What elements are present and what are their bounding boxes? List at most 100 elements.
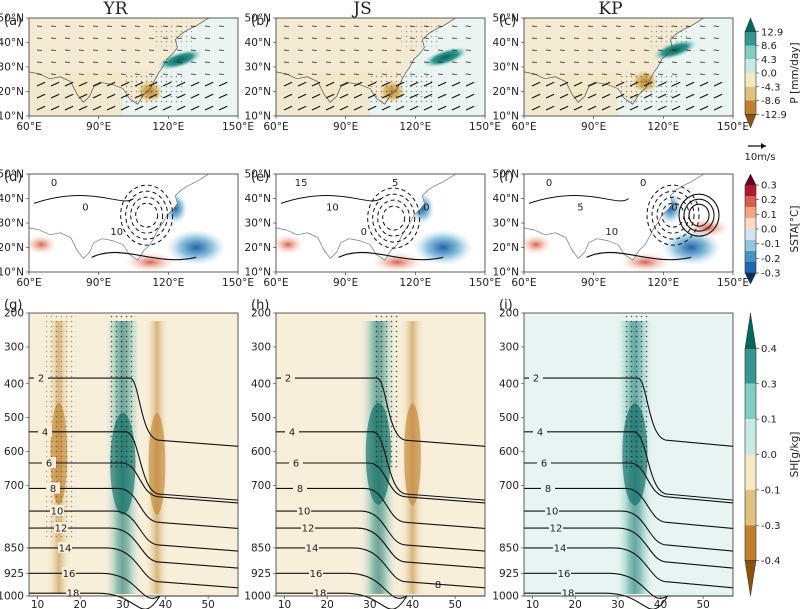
dry-anomaly-core <box>148 412 166 515</box>
contour-label-bg <box>46 482 60 494</box>
lon-tick-label: 60°E <box>263 277 288 289</box>
x-tick-label: 30 <box>611 599 624 609</box>
colorbar-segment <box>745 229 756 240</box>
contour-label: 6 <box>293 458 299 469</box>
contour-label: 10 <box>51 507 64 518</box>
contour-label: 10 <box>110 227 123 238</box>
wind-vector <box>148 105 158 111</box>
lon-tick-label: 60°E <box>511 121 536 133</box>
vector-key-arrowhead <box>761 143 766 149</box>
wind-vector <box>437 81 447 87</box>
x-tick-label: 20 <box>320 599 333 609</box>
pressure-tick-label: 400 <box>4 378 24 390</box>
lat-tick-label: 40°N <box>245 37 271 49</box>
contour-label-bg <box>561 587 575 599</box>
colorbar-tick-label: -0.3 <box>761 269 781 280</box>
contour-label: 16 <box>310 569 323 580</box>
positive-contour <box>678 193 720 237</box>
wind-vector <box>176 81 186 87</box>
wind-vector <box>657 105 667 111</box>
wind-vector <box>671 93 681 99</box>
humidity-contour <box>524 462 734 504</box>
lat-tick-label: 20°N <box>0 86 24 98</box>
pressure-tick-label: 925 <box>251 568 271 580</box>
humidity-contour <box>29 487 239 529</box>
wind-vector <box>573 81 583 87</box>
contour-label: 10 <box>326 202 339 213</box>
contour-label: 0 <box>51 178 57 189</box>
wind-vector <box>120 105 130 111</box>
contour-label: 18 <box>67 589 80 600</box>
wind-vector <box>699 81 709 87</box>
wind-vector <box>134 105 144 111</box>
contour-label: 8 <box>545 484 551 495</box>
x-tick-label: 20 <box>568 599 581 609</box>
vector-key-label: 10m/s <box>744 152 775 163</box>
contour-label-bg <box>529 372 543 384</box>
contour-label: 0 <box>671 202 677 213</box>
positive-contour <box>338 251 444 261</box>
colorbar-segment <box>745 240 756 251</box>
lon-tick-label: 150°E <box>222 121 254 133</box>
significance-stipple <box>374 313 401 469</box>
wind-vector <box>601 81 611 87</box>
wind-vector <box>353 105 363 111</box>
pressure-tick-label: 600 <box>4 446 24 458</box>
wind-vector <box>339 81 349 87</box>
wind-vector <box>50 93 60 99</box>
negative-contour <box>646 184 700 246</box>
contour-label: 6 <box>541 458 547 469</box>
sh-colorbar: 0.4 0.3 0.1 0.0 -0.1 -0.3 -0.4 SH[g/kg] <box>744 312 800 597</box>
colorbar-extend <box>744 173 757 186</box>
colorbar-tick-label: -0.4 <box>761 556 781 567</box>
vector-key: 10m/s <box>744 143 776 163</box>
wind-vector <box>283 93 293 99</box>
lat-tick-label: 30°N <box>0 218 24 230</box>
wind-vector <box>395 81 405 87</box>
lat-tick-label: 50°N <box>245 13 271 25</box>
colorbar-tick-label: -4.3 <box>761 82 781 93</box>
lon-tick-label: 150°E <box>469 121 501 133</box>
wind-vector <box>615 81 625 87</box>
lon-tick-label: 120°E <box>152 121 184 133</box>
wind-vector <box>657 93 667 99</box>
humidity-contour <box>524 431 734 501</box>
contour-label: 10 <box>298 507 311 518</box>
zero-contour <box>33 195 134 204</box>
wind-vector <box>148 81 158 87</box>
negative-contour <box>125 190 169 240</box>
contour-label-bg <box>293 482 307 494</box>
wind-vector <box>148 93 158 99</box>
wind-vector <box>587 81 597 87</box>
humidity-contour <box>29 431 239 501</box>
wind-vector <box>311 81 321 87</box>
contour-label: 0 <box>640 178 646 189</box>
wind-vector <box>643 81 653 87</box>
humidity-contour <box>29 462 239 504</box>
lat-tick-label: 50°N <box>245 169 271 181</box>
panel-label: (f) <box>499 170 514 185</box>
colorbar-segment <box>745 525 756 561</box>
pressure-tick-label: 200 <box>499 308 519 320</box>
coastline <box>523 17 704 105</box>
warm-ssta <box>520 234 552 255</box>
colorbar-segment <box>745 86 756 101</box>
negative-contour <box>130 196 164 234</box>
colorbar-segment <box>745 454 756 490</box>
pressure-tick-label: 500 <box>499 412 519 424</box>
humidity-contour <box>29 572 238 599</box>
humidity-contour <box>276 572 485 599</box>
colorbar-segment <box>745 218 756 229</box>
colorbar-segment <box>745 348 756 384</box>
wind-vector <box>713 105 723 111</box>
wind-vector <box>64 105 74 111</box>
contour-label: 6 <box>46 458 52 469</box>
column-title: KP <box>598 0 622 19</box>
wind-vector <box>50 81 60 87</box>
colorbar-segment <box>745 196 756 207</box>
wind-vector <box>395 93 405 99</box>
wind-vector <box>92 81 102 87</box>
wind-vector <box>283 81 293 87</box>
contour-label: 16 <box>63 569 76 580</box>
